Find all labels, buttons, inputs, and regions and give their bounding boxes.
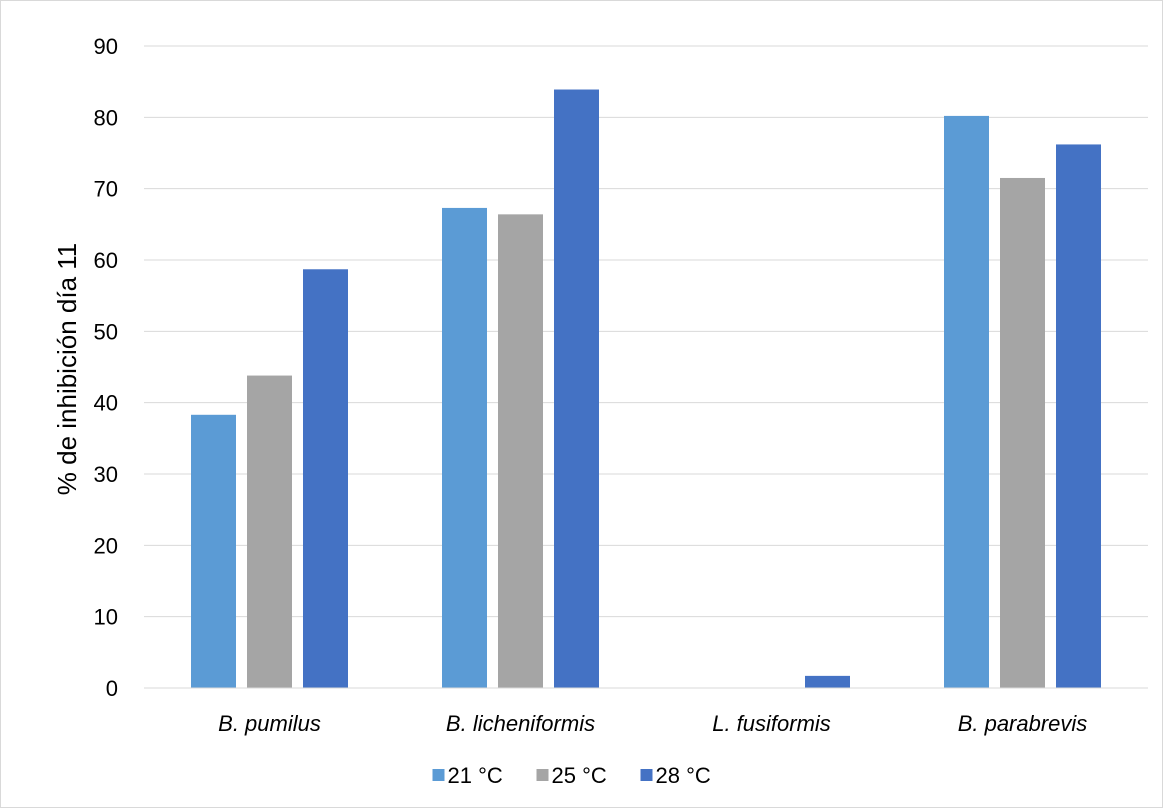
bar-b-licheniformis-3 — [554, 89, 599, 689]
legend-label: 21 °C — [448, 763, 503, 788]
y-tick-label-30: 30 — [94, 462, 118, 487]
legend-swatch — [536, 769, 549, 781]
bar-b-pumilus-3 — [303, 269, 348, 688]
gridlines — [144, 45, 1148, 618]
y-tick-label-40: 40 — [94, 391, 118, 416]
bars — [191, 89, 1101, 689]
axes: 0 10 20 30 40 50 60 70 80 90 B. pumilus B. lichenif… — [94, 34, 1148, 736]
bar-b-pumilus-2 — [247, 375, 292, 688]
y-tick-label-80: 80 — [94, 105, 118, 130]
x-category-label: B. parabrevis — [958, 711, 1088, 736]
legend-label: 28 °C — [656, 763, 711, 788]
y-tick-label-70: 70 — [94, 177, 118, 202]
y-tick-label-0: 0 — [106, 676, 118, 701]
y-axis-title: % de inhibición día 11 — [52, 243, 82, 495]
bar-b-parabrevis-1 — [944, 115, 989, 688]
x-category-label: B. licheniformis — [446, 711, 595, 736]
y-tick-label-90: 90 — [94, 34, 118, 59]
bar-b-parabrevis-2 — [1000, 177, 1045, 688]
y-tick-label-50: 50 — [94, 319, 118, 344]
bar-b-parabrevis-3 — [1056, 144, 1101, 688]
bar-b-licheniformis-1 — [442, 207, 487, 688]
bar-b-licheniformis-2 — [498, 214, 543, 688]
y-tick-label-10: 10 — [94, 605, 118, 630]
bar-l-fusiformis-3 — [805, 675, 850, 688]
legend-swatch — [640, 769, 653, 781]
legend: 21 °C 25 °C 28 °C — [432, 763, 711, 788]
x-category-label: L. fusiformis — [712, 711, 831, 736]
y-tick-label-20: 20 — [94, 533, 118, 558]
legend-swatch — [432, 769, 445, 781]
x-category-label: B. pumilus — [218, 711, 321, 736]
bar-b-pumilus-1 — [191, 414, 236, 688]
y-tick-label-60: 60 — [94, 248, 118, 273]
legend-label: 25 °C — [552, 763, 607, 788]
